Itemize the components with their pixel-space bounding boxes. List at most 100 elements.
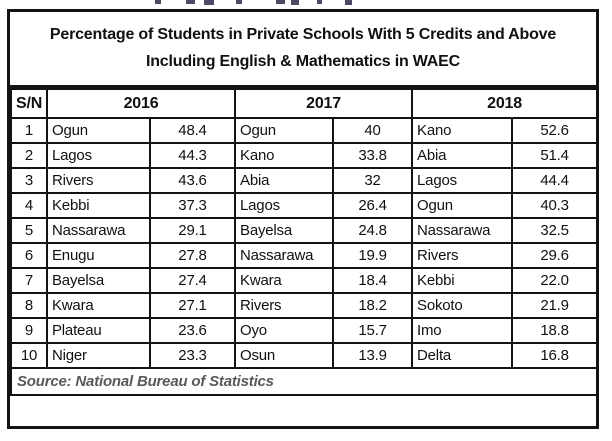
sn-cell: 6	[10, 242, 48, 269]
table-title-line2: Including English & Mathematics in WAEC	[145, 52, 460, 70]
sn-cell: 4	[10, 192, 48, 219]
value-cell: 29.6	[511, 242, 599, 269]
value-cell: 40.3	[511, 192, 599, 219]
value-cell: 24.8	[332, 217, 414, 244]
table-row: 2 Lagos 44.3 Kano 33.8 Abia 51.4	[10, 142, 599, 169]
table-row: 6 Enugu 27.8 Nassarawa 19.9 Rivers 29.6	[10, 242, 599, 269]
state-cell: Kwara	[234, 267, 335, 294]
cropped-text-artifact	[155, 0, 161, 4]
table-title-line1: Percentage of Students in Private School…	[49, 26, 557, 44]
state-cell: Ogun	[46, 117, 151, 144]
value-cell: 18.4	[332, 267, 414, 294]
value-cell: 40	[332, 117, 414, 144]
value-cell: 52.6	[511, 117, 599, 144]
state-cell: Kebbi	[411, 267, 514, 294]
state-cell: Sokoto	[411, 292, 514, 319]
state-cell: Nassarawa	[411, 217, 514, 244]
value-cell: 51.4	[511, 142, 599, 169]
state-cell: Ogun	[411, 192, 514, 219]
state-cell: Osun	[234, 342, 335, 369]
state-cell: Rivers	[411, 242, 514, 269]
state-cell: Oyo	[234, 317, 335, 344]
state-cell: Bayelsa	[234, 217, 335, 244]
value-cell: 44.3	[148, 142, 237, 169]
value-cell: 27.1	[148, 292, 237, 319]
table-row: 10 Niger 23.3 Osun 13.9 Delta 16.8	[10, 342, 599, 369]
year-header-2018: 2018	[411, 88, 599, 119]
value-cell: 23.6	[148, 317, 237, 344]
value-cell: 13.9	[332, 342, 414, 369]
state-cell: Rivers	[234, 292, 335, 319]
sn-cell: 3	[10, 167, 48, 194]
cropped-text-artifact	[204, 0, 214, 5]
value-cell: 29.1	[148, 217, 237, 244]
state-cell: Lagos	[46, 142, 151, 169]
state-cell: Lagos	[411, 167, 514, 194]
table-row: 9 Plateau 23.6 Oyo 15.7 Imo 18.8	[10, 317, 599, 344]
value-cell: 23.3	[148, 342, 237, 369]
sn-cell: 5	[10, 217, 48, 244]
value-cell: 32.5	[511, 217, 599, 244]
cropped-text-artifact	[276, 0, 285, 4]
state-cell: Lagos	[234, 192, 335, 219]
state-cell: Nassarawa	[46, 217, 151, 244]
source-row: Source: National Bureau of Statistics	[9, 367, 599, 396]
state-cell: Ogun	[234, 117, 335, 144]
sn-cell: 10	[10, 342, 48, 369]
table-row: 1 Ogun 48.4 Ogun 40 Kano 52.6	[10, 117, 599, 144]
table-row: 5 Nassarawa 29.1 Bayelsa 24.8 Nassarawa 32.5	[10, 217, 599, 244]
table-row: 4 Kebbi 37.3 Lagos 26.4 Ogun 40.3	[10, 192, 599, 219]
cropped-text-artifact	[317, 0, 322, 4]
state-cell: Rivers	[46, 167, 151, 194]
sn-cell: 7	[10, 267, 48, 294]
source-note: Source: National Bureau of Statistics	[9, 367, 599, 396]
sn-cell: 8	[10, 292, 48, 319]
table-body: 1 Ogun 48.4 Ogun 40 Kano 52.6 2 Lagos 44.3 Kano 33.…	[10, 117, 599, 369]
state-cell: Bayelsa	[46, 267, 151, 294]
value-cell: 18.8	[511, 317, 599, 344]
value-cell: 26.4	[332, 192, 414, 219]
sn-cell: 1	[10, 117, 48, 144]
value-cell: 32	[332, 167, 414, 194]
value-cell: 19.9	[332, 242, 414, 269]
cropped-text-artifact	[345, 0, 352, 5]
state-cell: Kano	[411, 117, 514, 144]
table-row: 8 Kwara 27.1 Rivers 18.2 Sokoto 21.9	[10, 292, 599, 319]
cropped-text-artifact	[236, 0, 242, 4]
state-cell: Kebbi	[46, 192, 151, 219]
sn-cell: 2	[10, 142, 48, 169]
state-cell: Kano	[234, 142, 335, 169]
header-row: S/N 2016 2017 2018	[10, 88, 599, 119]
value-cell: 37.3	[148, 192, 237, 219]
sn-header: S/N	[10, 88, 48, 119]
statistics-table: Percentage of Students in Private School…	[7, 9, 599, 429]
value-cell: 15.7	[332, 317, 414, 344]
cropped-text-artifact	[186, 0, 195, 4]
value-cell: 22.0	[511, 267, 599, 294]
value-cell: 33.8	[332, 142, 414, 169]
state-cell: Plateau	[46, 317, 151, 344]
state-cell: Niger	[46, 342, 151, 369]
value-cell: 44.4	[511, 167, 599, 194]
state-cell: Nassarawa	[234, 242, 335, 269]
value-cell: 18.2	[332, 292, 414, 319]
state-cell: Abia	[411, 142, 514, 169]
state-cell: Delta	[411, 342, 514, 369]
sn-cell: 9	[10, 317, 48, 344]
value-cell: 27.8	[148, 242, 237, 269]
year-header-2017: 2017	[234, 88, 414, 119]
state-cell: Enugu	[46, 242, 151, 269]
state-cell: Imo	[411, 317, 514, 344]
table-title: Percentage of Students in Private School…	[10, 12, 596, 88]
data-table: S/N 2016 2017 2018 1 Ogun 48.4 Ogun 40 Kano 52…	[9, 88, 599, 396]
value-cell: 21.9	[511, 292, 599, 319]
table-row: 7 Bayelsa 27.4 Kwara 18.4 Kebbi 22.0	[10, 267, 599, 294]
state-cell: Abia	[234, 167, 335, 194]
value-cell: 27.4	[148, 267, 237, 294]
value-cell: 16.8	[511, 342, 599, 369]
cropped-text-artifact	[291, 0, 299, 5]
state-cell: Kwara	[46, 292, 151, 319]
value-cell: 43.6	[148, 167, 237, 194]
value-cell: 48.4	[148, 117, 237, 144]
